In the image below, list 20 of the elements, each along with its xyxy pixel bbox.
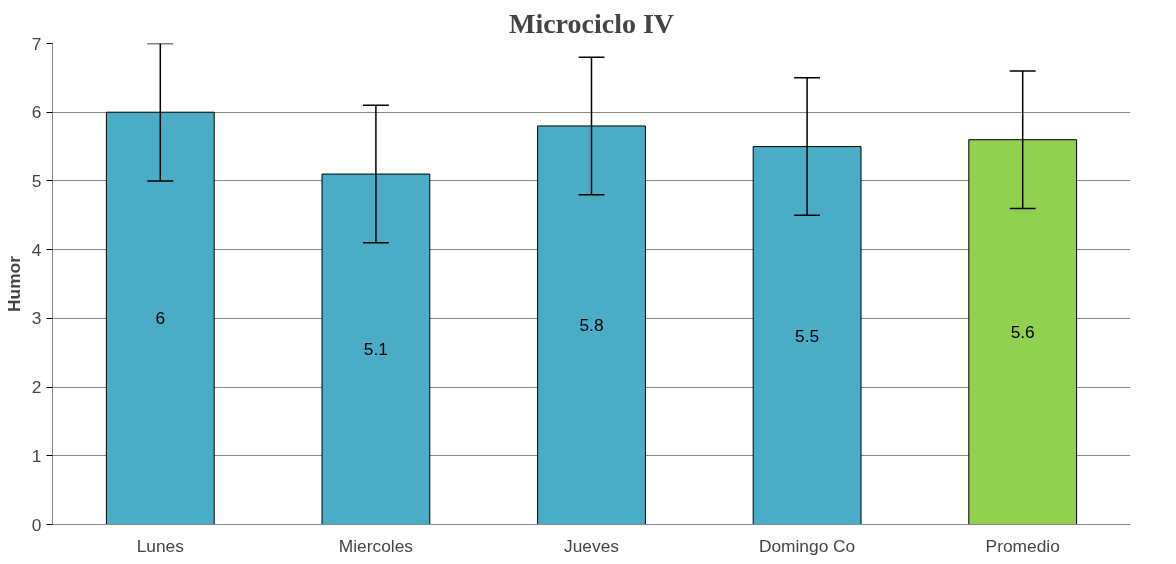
x-tick-label: Lunes <box>136 535 185 556</box>
x-tick-label: Jueves <box>564 535 620 556</box>
y-tick-label: 7 <box>31 33 42 54</box>
y-axis-title: Humor <box>3 255 24 312</box>
x-tick-label: Miercoles <box>338 535 414 556</box>
data-label: 5.5 <box>795 325 820 346</box>
data-label: 6 <box>155 308 166 329</box>
y-tick-label: 3 <box>31 308 42 329</box>
y-tick-label: 2 <box>31 377 42 398</box>
y-tick-label: 4 <box>31 239 42 260</box>
y-tick-label: 1 <box>31 445 42 466</box>
y-tick-label: 0 <box>31 514 42 535</box>
data-label: 5.1 <box>363 339 388 360</box>
y-tick-label: 6 <box>31 102 42 123</box>
chart-title: Microciclo IV <box>508 7 675 39</box>
data-label: 5.6 <box>1010 322 1035 343</box>
x-tick-label: Promedio <box>985 535 1060 556</box>
y-tick-label: 5 <box>31 170 42 191</box>
data-label: 5.8 <box>579 315 604 336</box>
x-tick-label: Domingo Co <box>758 535 856 556</box>
